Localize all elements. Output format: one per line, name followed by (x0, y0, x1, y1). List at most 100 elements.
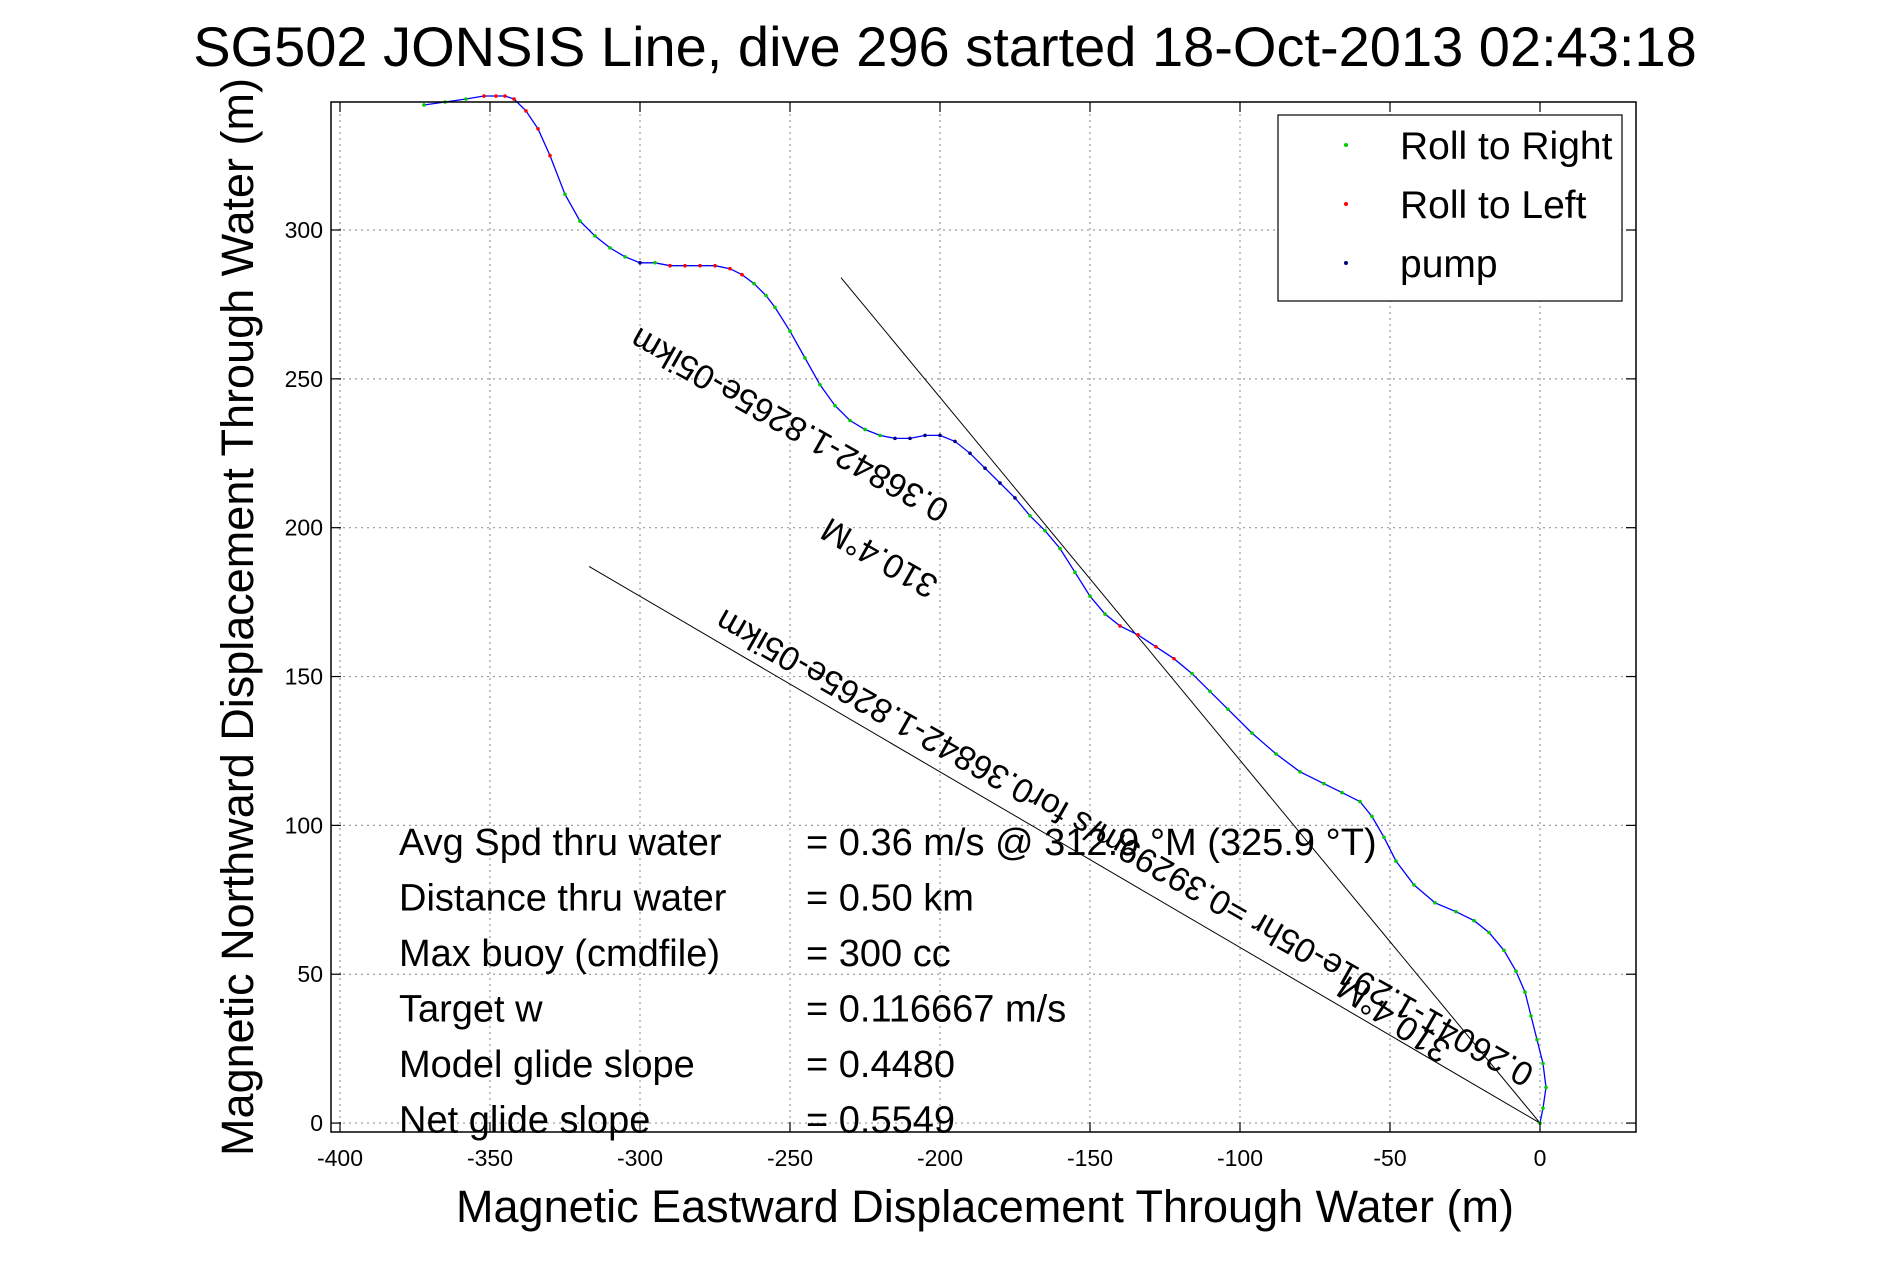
track-point (1487, 930, 1491, 935)
track-point (1529, 1014, 1533, 1018)
track-point (482, 94, 486, 98)
y-tick-label: 0 (310, 1110, 323, 1136)
y-tick-label: 250 (285, 366, 323, 392)
track-point (1058, 546, 1062, 551)
y-axis-label: Magnetic Northward Displacement Through … (212, 78, 263, 1156)
track-point (503, 94, 507, 98)
grid (331, 102, 1636, 1132)
y-tick-label: 50 (297, 961, 323, 987)
track-point (1394, 859, 1398, 863)
track-point (728, 266, 732, 271)
x-tick-label: -200 (917, 1145, 963, 1171)
track-point (848, 418, 852, 423)
stats-block: Avg Spd thru water = 0.36 m/s @ 312.9 °M … (399, 822, 1377, 1142)
track-point (1370, 814, 1374, 819)
legend-box (1277, 114, 1623, 302)
track-point (773, 305, 777, 310)
track-point (464, 97, 468, 101)
track-point (593, 234, 597, 238)
stat-label: Target w (399, 989, 543, 1031)
track-point (878, 433, 882, 438)
track-point (833, 403, 837, 408)
track-point (1172, 656, 1176, 661)
track-point (1340, 790, 1344, 795)
track-point (1535, 1037, 1539, 1042)
x-axis-label: Magnetic Eastward Displacement Through W… (456, 1181, 1514, 1232)
legend-label: Roll to Left (1400, 184, 1587, 227)
stat-value: = 0.36 m/s @ 312.9 °M (325.9 °T) (806, 822, 1377, 864)
track-point (893, 436, 897, 441)
track-series (422, 94, 1548, 1125)
track-point (1208, 689, 1212, 694)
track-point (752, 281, 756, 286)
track-point (1382, 835, 1386, 840)
track-point (1472, 918, 1476, 923)
stat-value: = 0.5549 (806, 1100, 955, 1142)
track-point (953, 439, 957, 444)
stat-value: = 0.4480 (806, 1044, 955, 1086)
y-tick-label: 300 (285, 217, 323, 243)
track-point (683, 263, 687, 268)
track-point (698, 263, 702, 268)
track-point (1433, 900, 1437, 905)
track-point (1136, 633, 1140, 637)
y-tick-label: 150 (285, 664, 323, 690)
track-point (863, 427, 867, 432)
slope-annotations: 310.4°M0.36842-1.8265e-05ikm0.26041-1.29… (624, 320, 1540, 1094)
track-point (638, 260, 642, 265)
track-point (968, 451, 972, 456)
track-point (764, 293, 768, 298)
x-tick-label: -100 (1217, 1145, 1263, 1171)
track-point (668, 263, 672, 268)
track-point (713, 263, 717, 268)
track-point (1358, 799, 1362, 804)
stat-value: = 0.50 km (806, 878, 974, 920)
stat-label: Avg Spd thru water (399, 822, 722, 864)
track-point (1322, 781, 1326, 786)
stat-label: Net glide slope (399, 1100, 650, 1142)
x-tick-label: 0 (1534, 1145, 1547, 1171)
track-point (788, 329, 792, 334)
track-point (1541, 1061, 1545, 1066)
track-point (1250, 731, 1254, 735)
x-tick-label: -400 (317, 1145, 363, 1171)
stat-value: = 0.116667 m/s (806, 989, 1066, 1031)
track-point (1226, 707, 1230, 712)
track-line (423, 95, 1547, 1124)
track-point (998, 481, 1002, 485)
track-point (1028, 513, 1032, 518)
legend-label: Roll to Right (1400, 125, 1613, 168)
track-point (623, 254, 627, 259)
track-point (548, 153, 552, 158)
x-tick-label: -150 (1067, 1145, 1113, 1171)
track-point (1103, 612, 1107, 616)
track-point (740, 272, 744, 277)
track-point (1190, 671, 1194, 676)
track-point (983, 466, 987, 470)
stat-label: Model glide slope (399, 1044, 695, 1086)
track-point (818, 383, 822, 387)
track-point (1514, 969, 1518, 974)
track-point (1412, 883, 1416, 887)
track-point (653, 260, 657, 265)
track-point (512, 97, 516, 101)
track-point (1043, 528, 1047, 533)
x-tick-label: -250 (767, 1145, 813, 1171)
reference-line (840, 277, 1541, 1124)
x-tick-label: -300 (617, 1145, 663, 1171)
track-point (1154, 644, 1158, 649)
track-point (938, 433, 942, 438)
y-axis-ticks: 0 50 100 150 200 250 300 (285, 217, 1636, 1136)
track-point (608, 246, 612, 250)
track-point (923, 433, 927, 438)
stat-label: Distance thru water (399, 878, 727, 920)
track-point (1118, 624, 1122, 628)
reference-line (588, 565, 1541, 1124)
legend-marker (1344, 202, 1348, 206)
legend-marker (1344, 261, 1348, 265)
track-point (1088, 594, 1092, 598)
slope-annotation: 310.4°M (815, 510, 944, 606)
track-point (422, 103, 426, 107)
x-axis-ticks: -400 -350 -300 -250 -200 -150 -100 -50 0 (317, 102, 1546, 1171)
